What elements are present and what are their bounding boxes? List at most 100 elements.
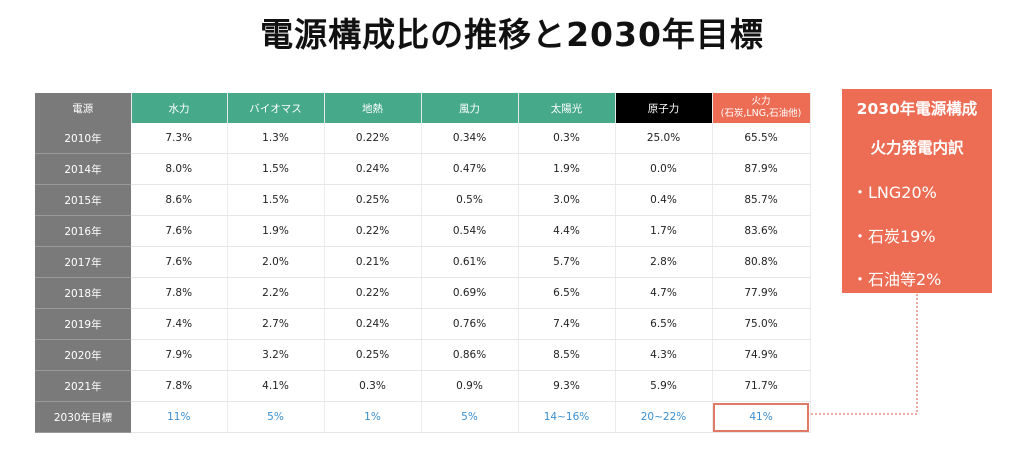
row-label: 2020年	[35, 339, 131, 371]
table-header-row: 電源 水力 バイオマス 地熱 風力 太陽光 原子力 火力 (石炭,LNG,石油他…	[35, 93, 811, 123]
header-wind: 風力	[421, 93, 519, 123]
row-label: 2015年	[35, 184, 131, 216]
cell-wind: 0.9%	[421, 370, 519, 402]
table-row: 2010年 7.3% 1.3% 0.22% 0.34% 0.3% 25.0% 65.5%	[35, 123, 811, 154]
cell-biomass: 4.1%	[227, 370, 325, 402]
cell-hydro: 7.9%	[131, 339, 228, 371]
cell-nuclear: 20~22%	[615, 401, 713, 433]
header-thermal-sub: (石炭,LNG,石油他)	[720, 108, 802, 119]
cell-thermal: 65.5%	[712, 123, 811, 154]
cell-geothermal: 0.22%	[324, 277, 422, 309]
cell-biomass: 3.2%	[227, 339, 325, 371]
cell-thermal: 41%	[712, 401, 811, 433]
infobox-subheading: 火力発電内訳	[870, 139, 964, 157]
table-row: 2015年 8.6% 1.5% 0.25% 0.5% 3.0% 0.4% 85.7%	[35, 184, 811, 216]
cell-hydro: 7.3%	[131, 123, 228, 154]
header-thermal-label: 火力	[751, 96, 771, 107]
row-label: 2017年	[35, 246, 131, 278]
cell-wind: 0.86%	[421, 339, 519, 371]
cell-wind: 5%	[421, 401, 519, 433]
cell-thermal: 83.6%	[712, 215, 811, 247]
row-label: 2018年	[35, 277, 131, 309]
cell-wind: 0.34%	[421, 123, 519, 154]
cell-biomass: 1.9%	[227, 215, 325, 247]
cell-nuclear: 4.7%	[615, 277, 713, 309]
cell-geothermal: 0.3%	[324, 370, 422, 402]
infobox-item-oil: ・石油等2%	[852, 270, 942, 289]
header-thermal: 火力 (石炭,LNG,石油他)	[712, 93, 811, 123]
infobox-heading: 2030年電源構成	[856, 100, 978, 118]
page-title: 電源構成比の推移と2030年目標	[260, 15, 764, 54]
cell-solar: 3.0%	[518, 184, 616, 216]
header-solar: 太陽光	[518, 93, 616, 123]
cell-hydro: 11%	[131, 401, 228, 433]
cell-solar: 0.3%	[518, 123, 616, 154]
cell-wind: 0.76%	[421, 308, 519, 340]
cell-thermal: 85.7%	[712, 184, 811, 216]
cell-nuclear: 25.0%	[615, 123, 713, 154]
cell-solar: 4.4%	[518, 215, 616, 247]
header-nuclear: 原子力	[615, 93, 713, 123]
cell-solar: 1.9%	[518, 153, 616, 185]
row-label: 2016年	[35, 215, 131, 247]
cell-biomass: 1.5%	[227, 153, 325, 185]
cell-nuclear: 5.9%	[615, 370, 713, 402]
cell-geothermal: 0.22%	[324, 215, 422, 247]
cell-geothermal: 1%	[324, 401, 422, 433]
cell-hydro: 7.8%	[131, 370, 228, 402]
cell-hydro: 7.6%	[131, 215, 228, 247]
target-row: 2030年目標 11% 5% 1% 5% 14~16% 20~22% 41%	[35, 401, 811, 433]
cell-solar: 14~16%	[518, 401, 616, 433]
table-row: 2021年 7.8% 4.1% 0.3% 0.9% 9.3% 5.9% 71.7%	[35, 370, 811, 402]
cell-biomass: 2.0%	[227, 246, 325, 278]
thermal-breakdown-box: 2030年電源構成 火力発電内訳 ・LNG20% ・石炭19% ・石油等2%	[842, 89, 992, 293]
cell-nuclear: 2.8%	[615, 246, 713, 278]
cell-biomass: 1.5%	[227, 184, 325, 216]
cell-solar: 6.5%	[518, 277, 616, 309]
table-row: 2020年 7.9% 3.2% 0.25% 0.86% 8.5% 4.3% 74.9%	[35, 339, 811, 371]
cell-hydro: 8.0%	[131, 153, 228, 185]
cell-thermal: 71.7%	[712, 370, 811, 402]
cell-wind: 0.69%	[421, 277, 519, 309]
cell-wind: 0.5%	[421, 184, 519, 216]
cell-biomass: 2.2%	[227, 277, 325, 309]
row-label: 2019年	[35, 308, 131, 340]
cell-wind: 0.61%	[421, 246, 519, 278]
cell-geothermal: 0.25%	[324, 184, 422, 216]
table-row: 2016年 7.6% 1.9% 0.22% 0.54% 4.4% 1.7% 83.6%	[35, 215, 811, 247]
cell-biomass: 2.7%	[227, 308, 325, 340]
infobox-item-lng: ・LNG20%	[852, 183, 937, 202]
row-label: 2030年目標	[35, 401, 131, 433]
cell-geothermal: 0.25%	[324, 339, 422, 371]
cell-thermal: 74.9%	[712, 339, 811, 371]
cell-wind: 0.54%	[421, 215, 519, 247]
table-row: 2014年 8.0% 1.5% 0.24% 0.47% 1.9% 0.0% 87.9%	[35, 153, 811, 185]
cell-geothermal: 0.22%	[324, 123, 422, 154]
cell-hydro: 7.4%	[131, 308, 228, 340]
row-label: 2021年	[35, 370, 131, 402]
table-row: 2019年 7.4% 2.7% 0.24% 0.76% 7.4% 6.5% 75.0%	[35, 308, 811, 340]
header-hydro: 水力	[131, 93, 228, 123]
cell-hydro: 7.6%	[131, 246, 228, 278]
cell-nuclear: 6.5%	[615, 308, 713, 340]
cell-wind: 0.47%	[421, 153, 519, 185]
cell-solar: 8.5%	[518, 339, 616, 371]
table-row: 2017年 7.6% 2.0% 0.21% 0.61% 5.7% 2.8% 80.8%	[35, 246, 811, 278]
cell-biomass: 5%	[227, 401, 325, 433]
cell-nuclear: 0.0%	[615, 153, 713, 185]
cell-geothermal: 0.24%	[324, 308, 422, 340]
cell-nuclear: 1.7%	[615, 215, 713, 247]
row-label: 2014年	[35, 153, 131, 185]
cell-hydro: 8.6%	[131, 184, 228, 216]
header-geothermal: 地熱	[324, 93, 422, 123]
header-corner: 電源	[35, 93, 132, 123]
cell-geothermal: 0.21%	[324, 246, 422, 278]
cell-biomass: 1.3%	[227, 123, 325, 154]
header-biomass: バイオマス	[227, 93, 325, 123]
cell-solar: 9.3%	[518, 370, 616, 402]
cell-thermal: 87.9%	[712, 153, 811, 185]
table-row: 2018年 7.8% 2.2% 0.22% 0.69% 6.5% 4.7% 77.9%	[35, 277, 811, 309]
cell-geothermal: 0.24%	[324, 153, 422, 185]
energy-mix-table: 電源 水力 バイオマス 地熱 風力 太陽光 原子力 火力 (石炭,LNG,石油他…	[35, 93, 811, 433]
cell-solar: 7.4%	[518, 308, 616, 340]
